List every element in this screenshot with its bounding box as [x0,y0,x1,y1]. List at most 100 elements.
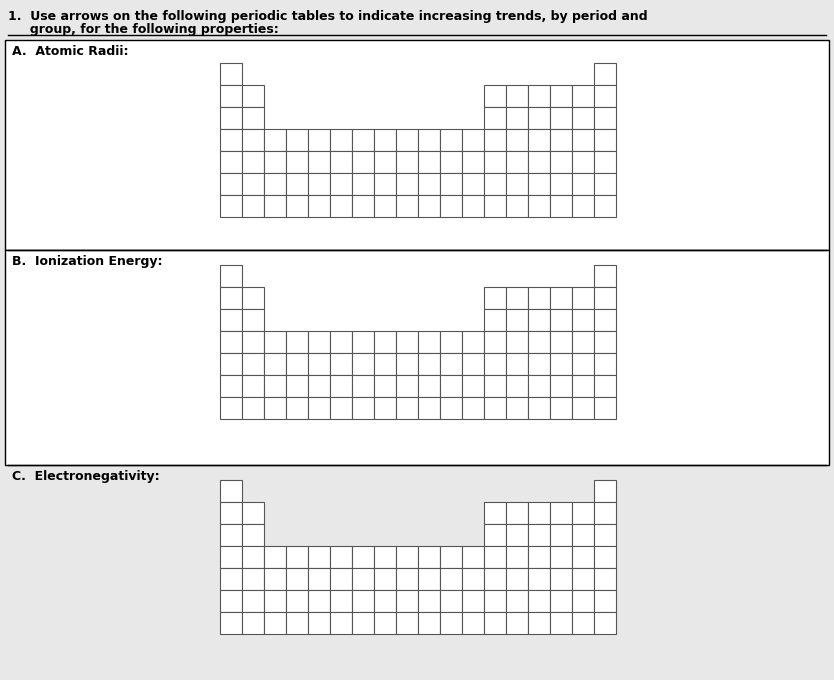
Bar [286,353,308,375]
Bar [484,85,506,107]
Bar [572,590,594,612]
Bar [528,331,550,353]
Bar [550,353,572,375]
Bar [440,375,462,397]
Bar [528,107,550,129]
Bar [242,151,264,173]
Bar [440,612,462,634]
Bar [242,331,264,353]
Bar [440,568,462,590]
Bar [330,375,352,397]
Bar [242,502,264,524]
Bar [484,287,506,309]
Bar [484,195,506,217]
Bar [462,375,484,397]
Bar [506,397,528,419]
Bar [594,107,616,129]
Bar [462,151,484,173]
Bar [308,375,330,397]
Bar [286,590,308,612]
Bar [528,568,550,590]
Bar [572,546,594,568]
Bar [418,590,440,612]
Bar [242,309,264,331]
Bar [572,195,594,217]
Bar [506,590,528,612]
Bar [286,173,308,195]
Bar [220,331,242,353]
Bar [396,195,418,217]
Bar [572,612,594,634]
Bar [550,524,572,546]
Bar [440,173,462,195]
Bar [528,375,550,397]
Bar [242,568,264,590]
Bar [418,375,440,397]
Bar [374,195,396,217]
Bar [264,195,286,217]
Bar [308,195,330,217]
Bar [396,590,418,612]
Bar [594,546,616,568]
Bar [220,195,242,217]
Bar [374,546,396,568]
Bar [550,331,572,353]
Bar [352,331,374,353]
Bar [528,524,550,546]
Bar [352,129,374,151]
Bar [572,568,594,590]
Bar [594,524,616,546]
Bar [484,397,506,419]
Bar [418,129,440,151]
Bar [5,40,829,250]
Bar [484,173,506,195]
Bar [396,612,418,634]
Bar [550,568,572,590]
Bar [220,85,242,107]
Bar [594,568,616,590]
Bar [396,353,418,375]
Bar [572,331,594,353]
Bar [550,107,572,129]
Bar [286,151,308,173]
Bar [594,331,616,353]
Bar [352,375,374,397]
Bar [462,173,484,195]
Bar [440,590,462,612]
Bar [462,353,484,375]
Bar [220,129,242,151]
Bar [352,397,374,419]
Bar [550,309,572,331]
Bar [220,107,242,129]
Bar [242,195,264,217]
Bar [308,568,330,590]
Bar [528,287,550,309]
Bar [506,173,528,195]
Bar [5,250,829,465]
Bar [528,85,550,107]
Bar [264,173,286,195]
Bar [330,590,352,612]
Bar [594,173,616,195]
Bar [506,502,528,524]
Bar [286,546,308,568]
Bar [286,195,308,217]
Bar [484,151,506,173]
Bar [374,397,396,419]
Bar [506,287,528,309]
Bar [572,173,594,195]
Bar [352,173,374,195]
Bar [220,568,242,590]
Bar [242,107,264,129]
Bar [242,85,264,107]
Bar [286,375,308,397]
Bar [352,590,374,612]
Bar [418,397,440,419]
Bar [594,480,616,502]
Bar [264,375,286,397]
Bar [286,568,308,590]
Bar [264,546,286,568]
Bar [264,353,286,375]
Bar [572,107,594,129]
Bar [506,85,528,107]
